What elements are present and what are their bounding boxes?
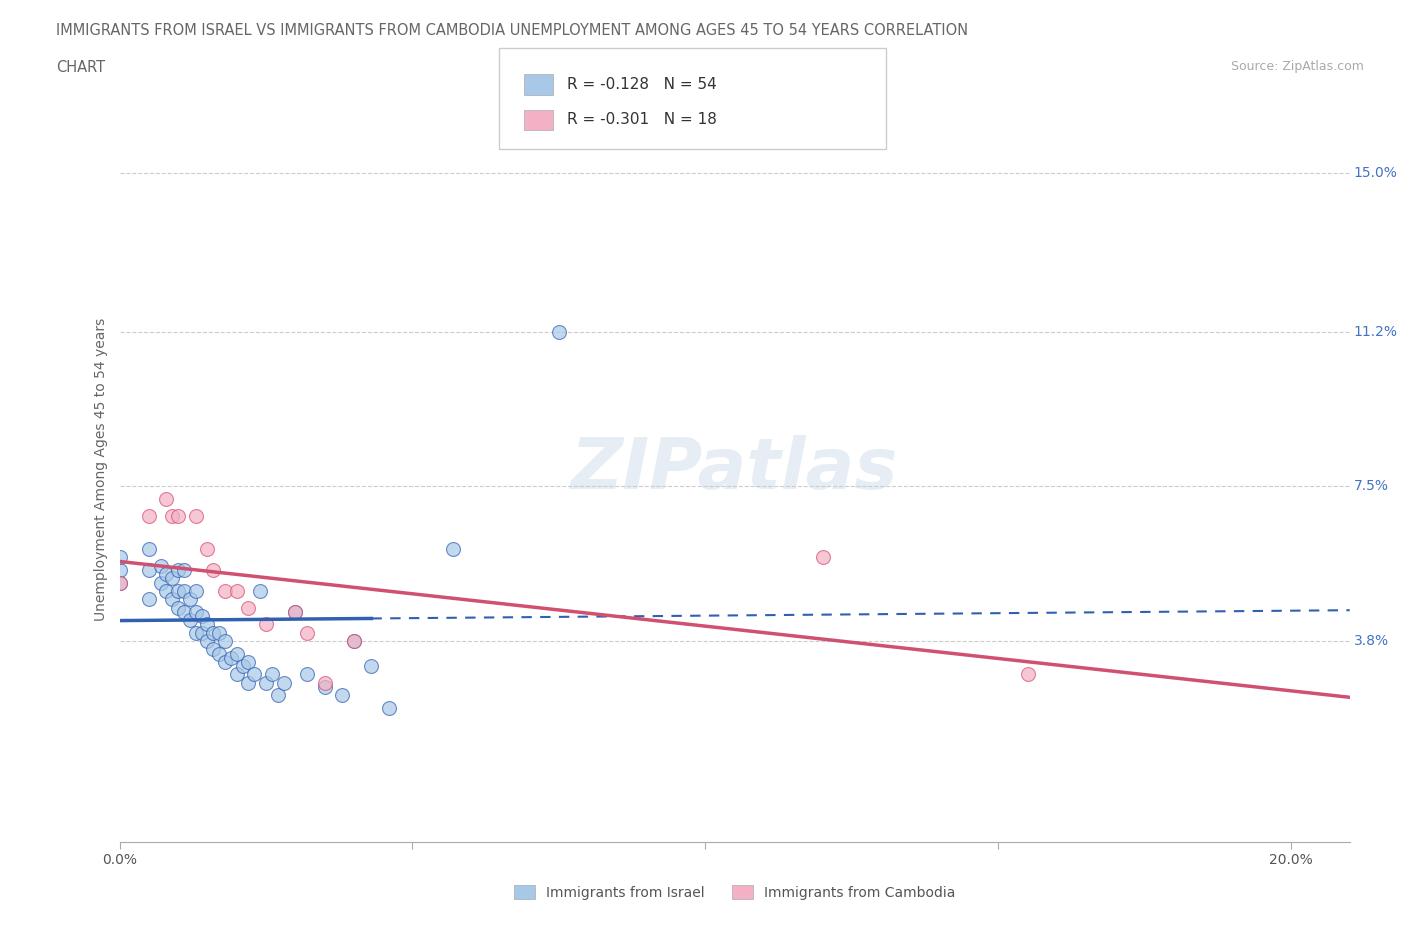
Point bbox=[138, 508, 160, 523]
Point bbox=[173, 604, 195, 619]
Point bbox=[184, 508, 207, 523]
Point bbox=[108, 575, 131, 590]
Point bbox=[260, 667, 283, 682]
Point bbox=[811, 550, 834, 565]
Point bbox=[167, 583, 190, 598]
Point bbox=[202, 563, 225, 578]
Point bbox=[179, 613, 201, 628]
Point bbox=[249, 583, 271, 598]
Point bbox=[155, 491, 177, 506]
Point bbox=[155, 583, 177, 598]
Point bbox=[138, 563, 160, 578]
Point bbox=[214, 583, 236, 598]
Point bbox=[284, 604, 307, 619]
Point bbox=[108, 550, 131, 565]
Point bbox=[343, 633, 366, 648]
Point bbox=[273, 675, 295, 690]
Point bbox=[149, 558, 172, 573]
Point bbox=[149, 575, 172, 590]
Point bbox=[225, 646, 247, 661]
Point bbox=[202, 625, 225, 640]
Point bbox=[378, 700, 401, 715]
Text: ZIPatlas: ZIPatlas bbox=[571, 435, 898, 504]
Point bbox=[295, 625, 318, 640]
Point bbox=[184, 583, 207, 598]
Point bbox=[184, 625, 207, 640]
Point bbox=[208, 646, 231, 661]
Point bbox=[343, 633, 366, 648]
Point bbox=[1017, 667, 1039, 682]
Point bbox=[173, 563, 195, 578]
Text: 7.5%: 7.5% bbox=[1354, 479, 1389, 494]
Point bbox=[173, 583, 195, 598]
Point bbox=[162, 591, 183, 606]
Point bbox=[238, 655, 260, 670]
Y-axis label: Unemployment Among Ages 45 to 54 years: Unemployment Among Ages 45 to 54 years bbox=[94, 318, 108, 621]
Point bbox=[162, 508, 183, 523]
Point bbox=[202, 642, 225, 657]
Point bbox=[225, 583, 247, 598]
Point bbox=[195, 633, 219, 648]
Point bbox=[243, 667, 266, 682]
Point bbox=[231, 658, 254, 673]
Point bbox=[441, 541, 464, 556]
Text: CHART: CHART bbox=[56, 60, 105, 75]
Point bbox=[208, 625, 231, 640]
Point bbox=[214, 633, 236, 648]
Point bbox=[225, 667, 247, 682]
Point bbox=[284, 604, 307, 619]
Point bbox=[138, 591, 160, 606]
Text: 3.8%: 3.8% bbox=[1354, 634, 1389, 648]
Point bbox=[190, 608, 212, 623]
Point bbox=[295, 667, 318, 682]
Point bbox=[254, 675, 277, 690]
Point bbox=[214, 655, 236, 670]
Point bbox=[548, 325, 571, 339]
Point bbox=[360, 658, 382, 673]
Point bbox=[267, 688, 290, 703]
Point bbox=[190, 625, 212, 640]
Point bbox=[195, 541, 219, 556]
Point bbox=[254, 617, 277, 631]
Point bbox=[314, 680, 336, 695]
Text: R = -0.301   N = 18: R = -0.301 N = 18 bbox=[567, 113, 717, 127]
Point bbox=[108, 563, 131, 578]
Point bbox=[238, 600, 260, 615]
Point bbox=[162, 571, 183, 586]
Point bbox=[108, 575, 131, 590]
Text: IMMIGRANTS FROM ISRAEL VS IMMIGRANTS FROM CAMBODIA UNEMPLOYMENT AMONG AGES 45 TO: IMMIGRANTS FROM ISRAEL VS IMMIGRANTS FRO… bbox=[56, 23, 969, 38]
Text: 11.2%: 11.2% bbox=[1354, 325, 1398, 339]
Point bbox=[167, 600, 190, 615]
Point bbox=[155, 566, 177, 581]
Point bbox=[179, 591, 201, 606]
Point bbox=[238, 675, 260, 690]
Point bbox=[167, 508, 190, 523]
Point bbox=[167, 563, 190, 578]
Point bbox=[330, 688, 353, 703]
Point bbox=[138, 541, 160, 556]
Point bbox=[184, 604, 207, 619]
Point bbox=[219, 650, 242, 665]
Point bbox=[195, 617, 219, 631]
Text: 15.0%: 15.0% bbox=[1354, 166, 1398, 179]
Text: R = -0.128   N = 54: R = -0.128 N = 54 bbox=[567, 77, 717, 92]
Text: Source: ZipAtlas.com: Source: ZipAtlas.com bbox=[1230, 60, 1364, 73]
Legend: Immigrants from Israel, Immigrants from Cambodia: Immigrants from Israel, Immigrants from … bbox=[508, 880, 962, 906]
Point bbox=[314, 675, 336, 690]
